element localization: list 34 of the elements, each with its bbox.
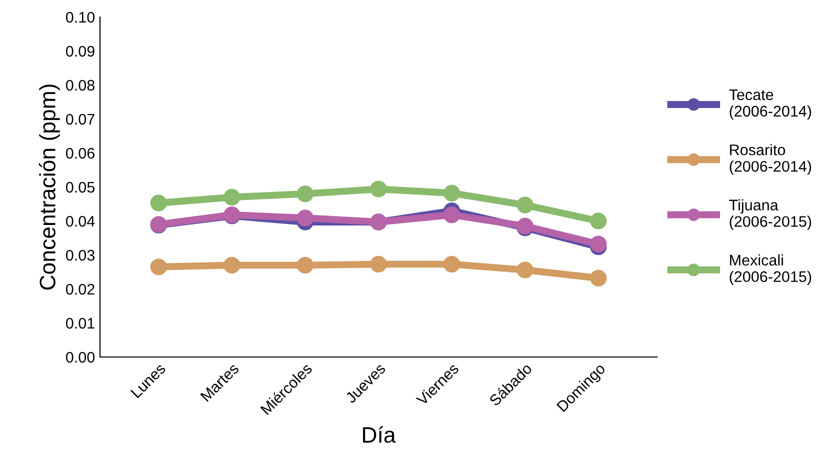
y-tick-label: 0.07	[66, 114, 94, 125]
y-tick-label: 0.09	[66, 46, 94, 57]
point	[516, 262, 534, 278]
point	[296, 210, 314, 226]
y-tick-label: 0.04	[66, 216, 95, 227]
point	[590, 270, 607, 286]
point	[443, 256, 460, 273]
point	[224, 256, 240, 274]
point	[224, 188, 240, 206]
point	[150, 258, 167, 276]
point	[443, 184, 460, 202]
point	[296, 256, 314, 274]
y-tick-label: 0.06	[66, 148, 94, 159]
legend-label: Rosarito (2006-2014)	[730, 144, 812, 175]
y-tick-label: 0.05	[66, 182, 94, 193]
point	[516, 196, 534, 214]
point	[443, 206, 460, 224]
legend-label: Tecate (2006-2014)	[729, 90, 812, 120]
y-tick-label: 0.01	[66, 318, 94, 329]
point	[590, 236, 607, 252]
y-tick-label: 0.08	[66, 80, 94, 91]
point	[370, 256, 387, 273]
point	[590, 212, 607, 230]
y-tick-label: 0.03	[66, 250, 94, 261]
point	[370, 180, 387, 198]
legend-label: Mexicali (2006-2015)	[730, 254, 812, 286]
point	[150, 194, 167, 212]
x-axis-title: Día	[363, 426, 396, 443]
y-axis-title: Concentración (ppm)	[38, 84, 60, 290]
y-tick-label: 0.10	[66, 12, 95, 23]
y-tick-label: 0.02	[66, 284, 94, 295]
point	[296, 185, 314, 202]
legend-label: Tijuana (2006-2015)	[729, 199, 812, 230]
y-tick-label: 0.00	[66, 352, 95, 363]
